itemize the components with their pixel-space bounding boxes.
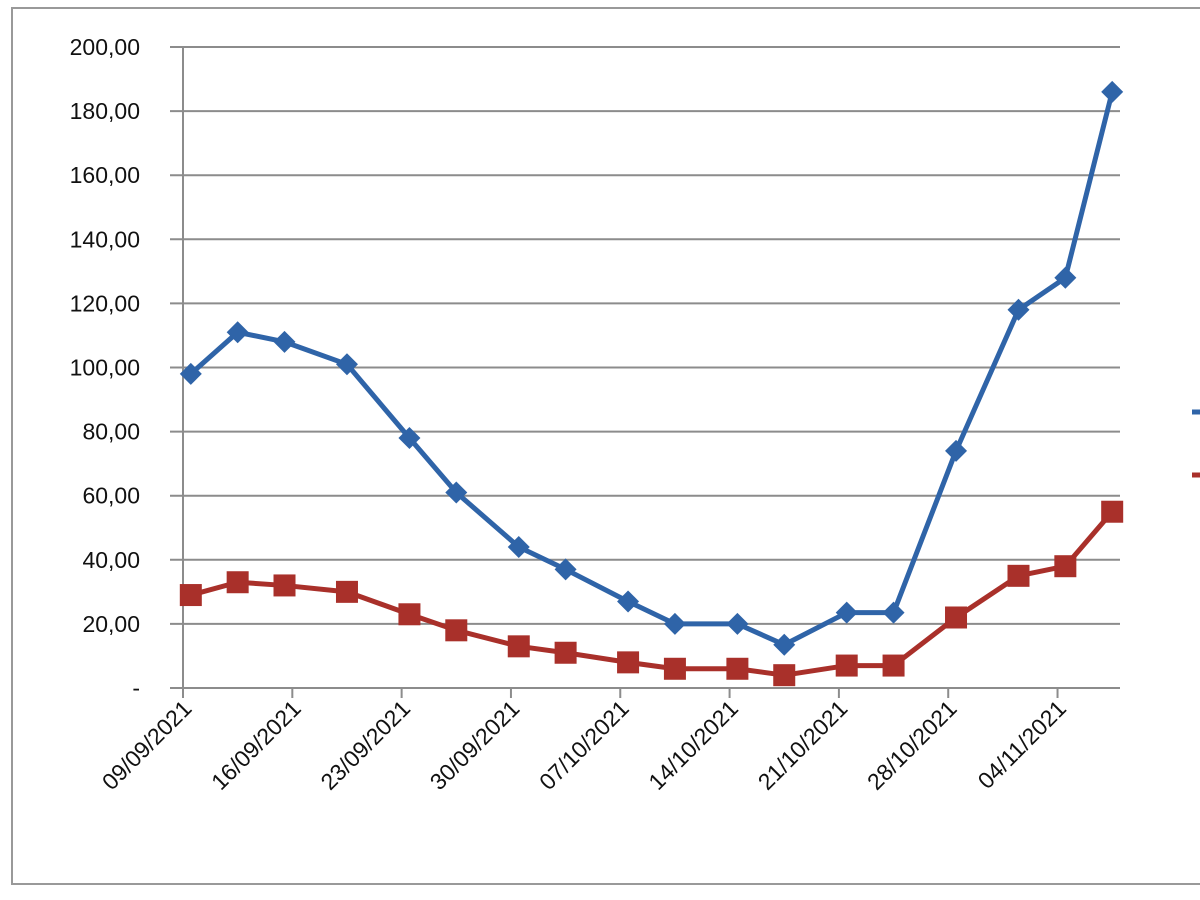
y-tick-label: 180,00	[70, 98, 140, 124]
marker	[507, 535, 530, 558]
marker	[726, 657, 749, 680]
marker	[945, 439, 968, 462]
chart-border	[11, 7, 1200, 885]
marker	[663, 657, 686, 680]
marker	[773, 664, 796, 687]
marker	[1101, 80, 1124, 103]
marker	[617, 590, 640, 613]
marker	[335, 353, 358, 376]
y-tick-label: 60,00	[82, 483, 140, 509]
marker	[445, 481, 468, 504]
y-tick-label: 40,00	[82, 547, 140, 573]
marker	[835, 601, 858, 624]
y-tick-label: 160,00	[70, 162, 140, 188]
marker	[554, 558, 577, 581]
marker	[617, 651, 640, 674]
marker	[726, 612, 749, 635]
marker	[773, 633, 796, 656]
y-tick-label: 100,00	[70, 355, 140, 381]
marker	[1054, 555, 1077, 578]
marker	[273, 330, 296, 353]
marker	[1007, 564, 1030, 587]
marker	[554, 641, 577, 664]
marker	[1054, 266, 1077, 289]
marker	[1007, 298, 1030, 321]
y-tick-label: 200,00	[70, 34, 140, 60]
marker	[273, 574, 296, 597]
marker	[663, 612, 686, 635]
marker	[335, 580, 358, 603]
marker	[835, 654, 858, 677]
marker	[882, 654, 905, 677]
y-tick-label: 20,00	[82, 611, 140, 637]
series-line	[189, 91, 1115, 648]
y-tick-label: 80,00	[82, 419, 140, 445]
marker	[507, 635, 530, 658]
marker	[1101, 500, 1124, 523]
marker	[226, 571, 249, 594]
marker	[445, 619, 468, 642]
marker	[398, 603, 421, 626]
y-tick-label: 120,00	[70, 290, 140, 316]
marker	[882, 601, 905, 624]
y-tick-label: -	[132, 675, 140, 701]
marker	[398, 427, 421, 450]
marker	[945, 606, 968, 629]
marker	[179, 362, 202, 385]
y-tick-label: 140,00	[70, 226, 140, 252]
marker	[226, 321, 249, 344]
marker	[179, 584, 202, 607]
